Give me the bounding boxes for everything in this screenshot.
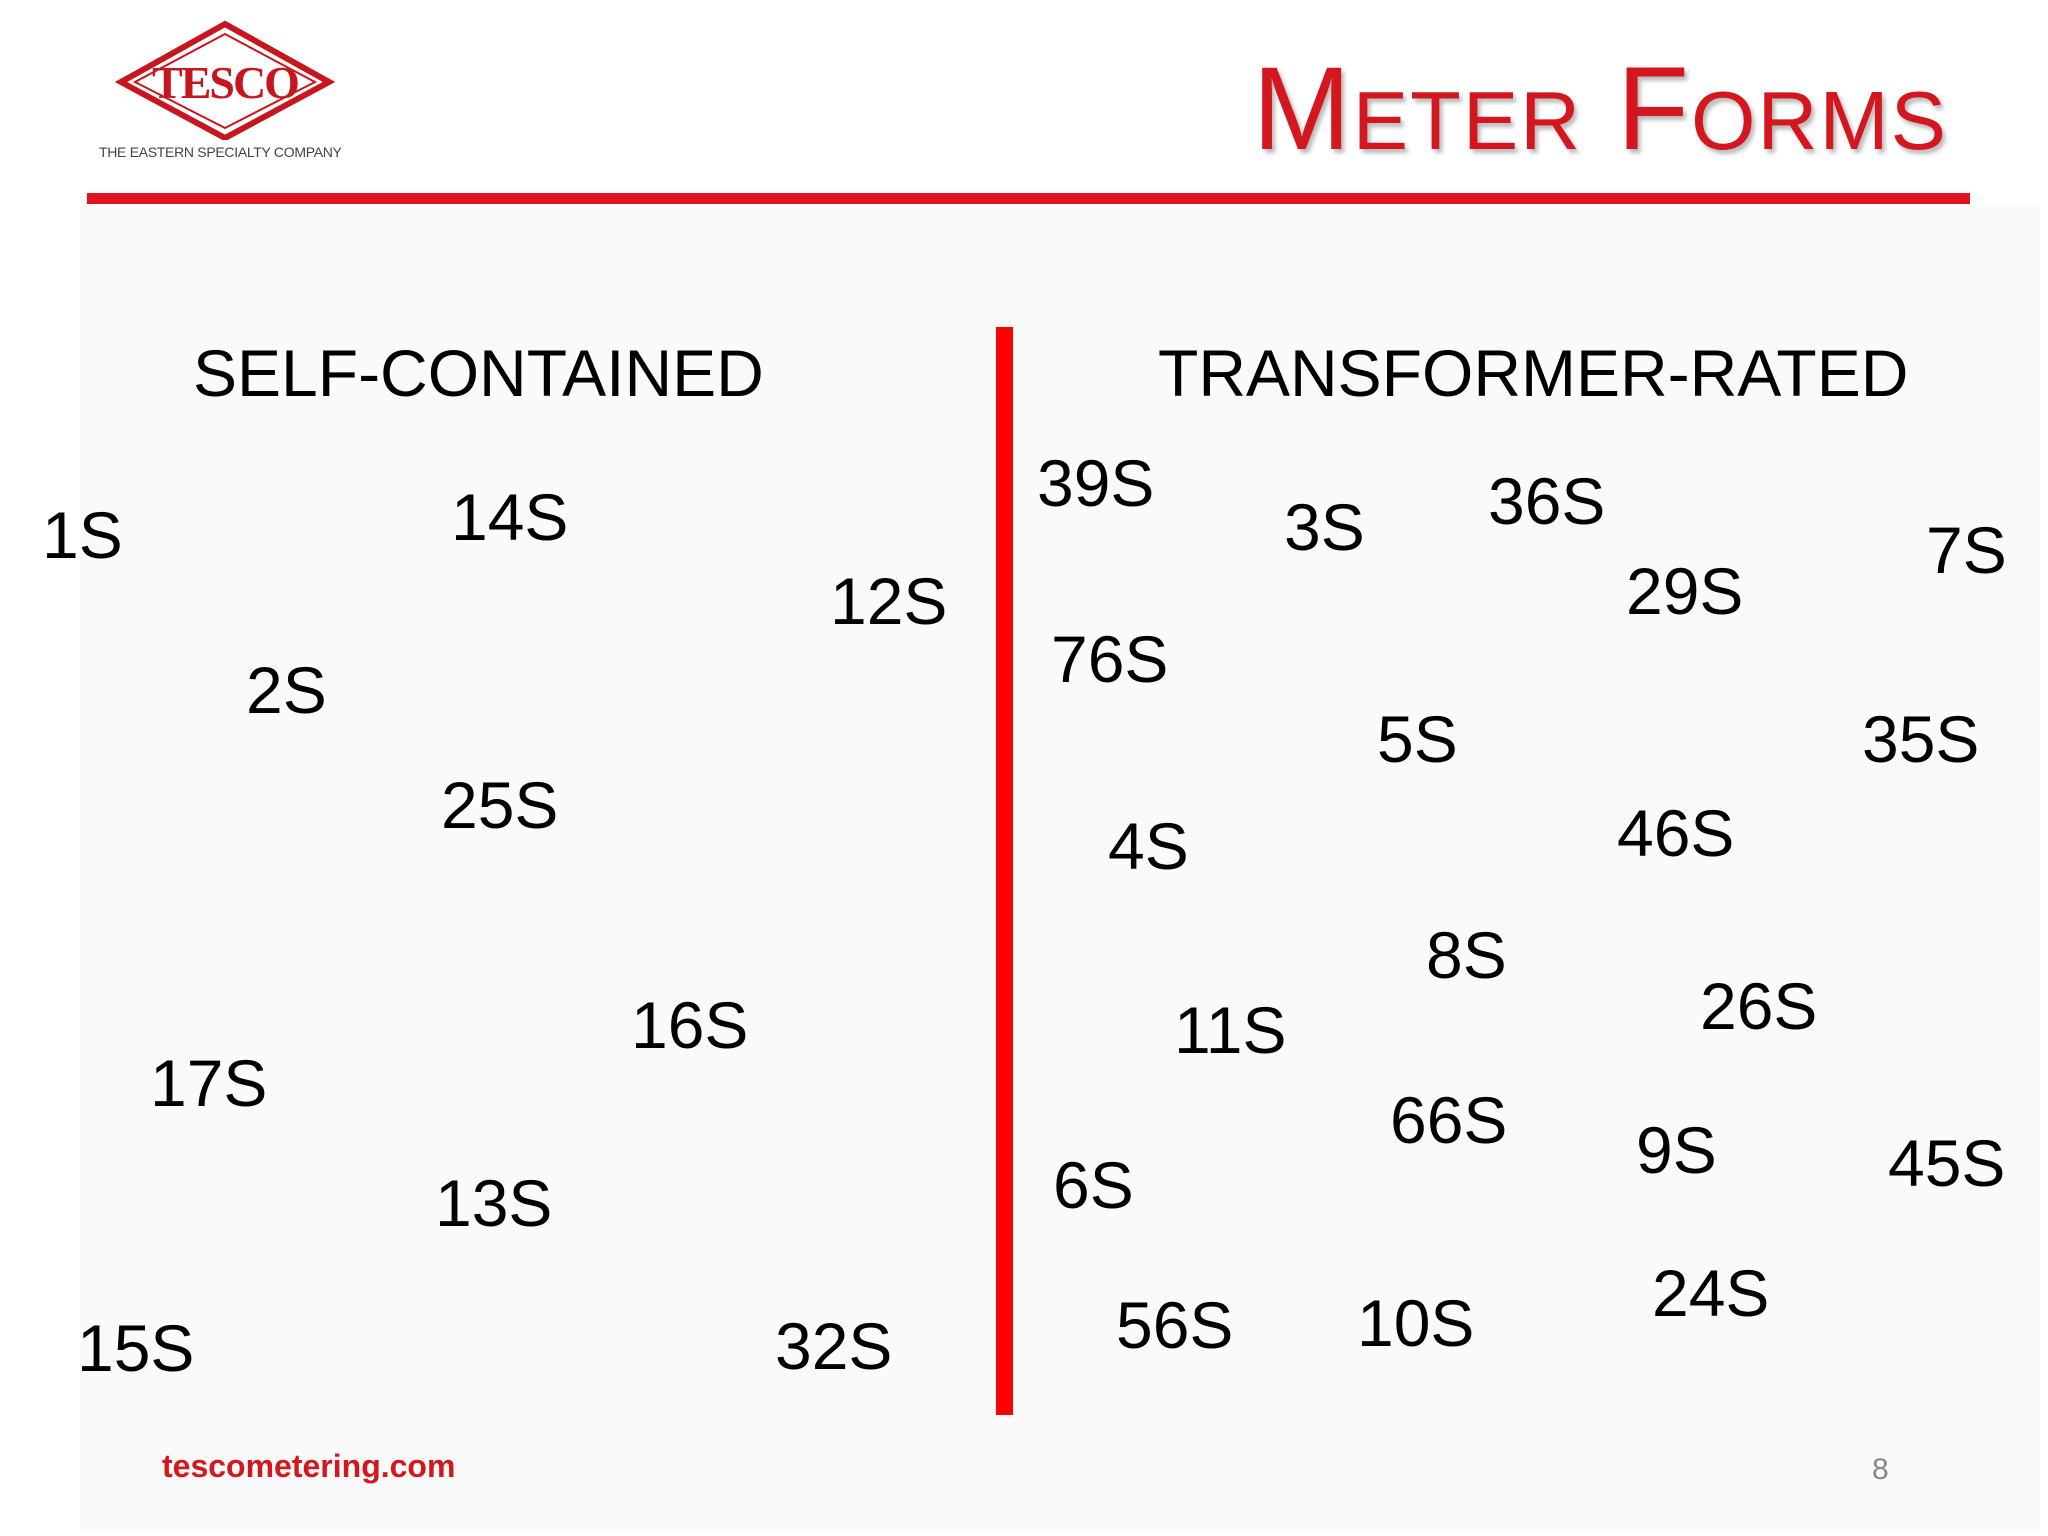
form-label: 14S — [451, 480, 569, 554]
form-label: 24S — [1652, 1256, 1770, 1330]
form-label: 46S — [1617, 796, 1735, 870]
form-label: 11S — [1174, 993, 1287, 1067]
title-rule — [87, 193, 1970, 204]
form-label: 15S — [77, 1311, 195, 1385]
form-label: 1S — [42, 498, 123, 572]
logo-tagline: THE EASTERN SPECIALTY COMPANY — [99, 144, 342, 160]
form-label: 4S — [1108, 809, 1189, 883]
content-background — [80, 205, 2040, 1530]
form-label: 56S — [1116, 1288, 1234, 1362]
heading-transformer-rated: TRANSFORMER-RATED — [1158, 336, 1909, 410]
form-label: 17S — [150, 1046, 268, 1120]
form-label: 32S — [775, 1309, 893, 1383]
form-label: 26S — [1700, 969, 1818, 1043]
form-label: 25S — [441, 768, 559, 842]
page-number: 8 — [1872, 1453, 1889, 1486]
form-label: 16S — [631, 988, 749, 1062]
form-label: 76S — [1051, 622, 1169, 696]
tesco-diamond-logo-icon: TESCO — [115, 20, 335, 140]
form-label: 2S — [246, 653, 327, 727]
form-label: 3S — [1284, 490, 1365, 564]
form-label: 10S — [1357, 1286, 1475, 1360]
heading-self-contained: SELF-CONTAINED — [193, 336, 764, 410]
form-label: 6S — [1053, 1148, 1134, 1222]
footer-website-link[interactable]: tescometering.com — [162, 1448, 456, 1484]
form-label: 9S — [1636, 1113, 1717, 1187]
form-label: 13S — [435, 1166, 553, 1240]
form-label: 12S — [830, 564, 948, 638]
form-label: 5S — [1377, 702, 1458, 776]
form-label: 7S — [1926, 513, 2007, 587]
form-label: 8S — [1426, 918, 1507, 992]
form-label: 39S — [1037, 446, 1155, 520]
tesco-logo: TESCO THE EASTERN SPECIALTY COMPANY — [95, 20, 355, 170]
form-label: 36S — [1488, 464, 1606, 538]
page-title: Meter Forms — [1252, 43, 1948, 175]
form-label: 66S — [1390, 1083, 1508, 1157]
form-label: 35S — [1862, 702, 1980, 776]
form-label: 45S — [1888, 1126, 2006, 1200]
column-divider — [996, 327, 1013, 1415]
svg-text:TESCO: TESCO — [152, 57, 298, 108]
form-label: 29S — [1626, 554, 1744, 628]
